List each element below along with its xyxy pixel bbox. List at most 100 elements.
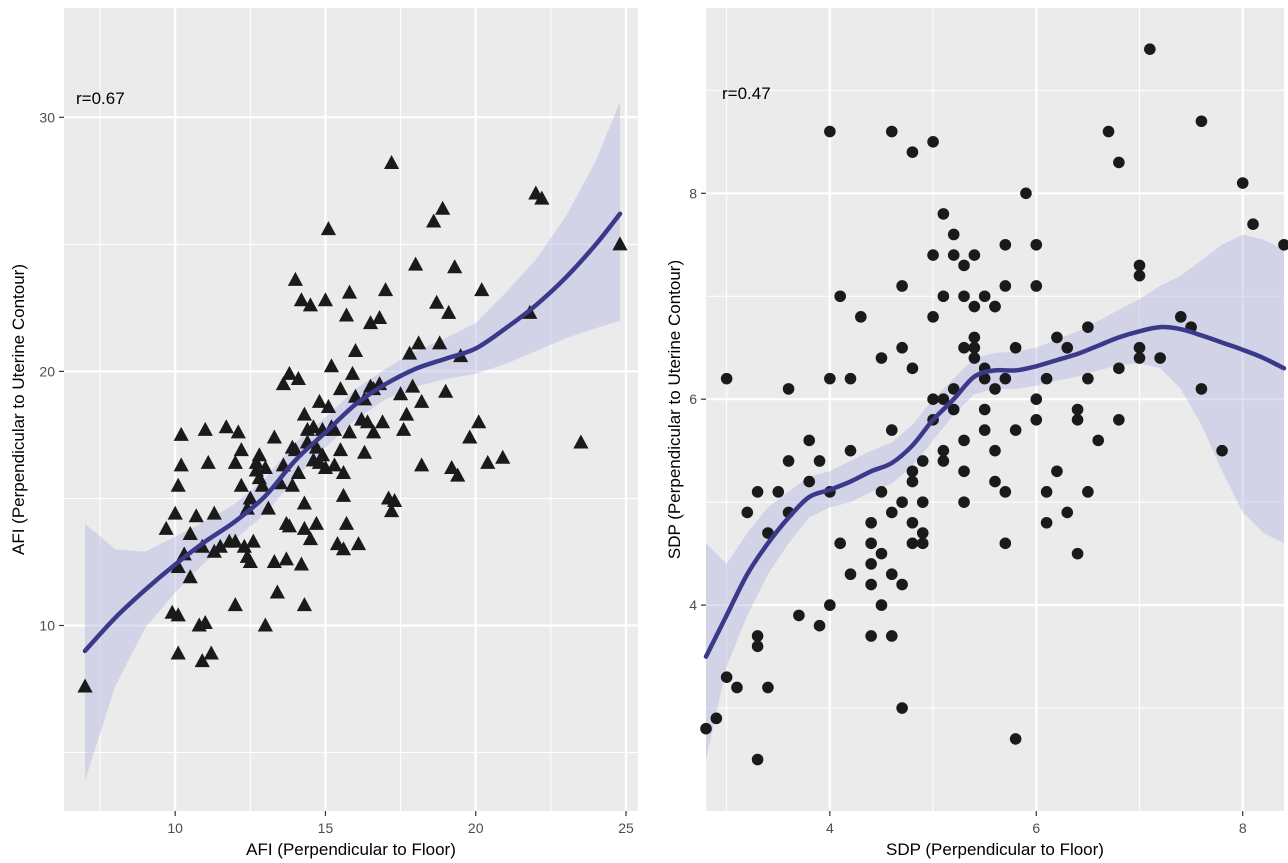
data-point <box>720 671 733 683</box>
y-tick-label: 4 <box>689 597 697 613</box>
data-point <box>896 496 908 508</box>
data-point <box>1030 393 1043 406</box>
data-point <box>266 429 282 444</box>
data-point <box>710 712 723 725</box>
data-point <box>173 457 189 472</box>
y-tick-label: 30 <box>39 109 55 125</box>
data-point <box>362 315 379 330</box>
data-point <box>1144 43 1156 55</box>
data-point <box>958 434 970 447</box>
data-point <box>438 383 454 398</box>
data-point <box>278 551 294 566</box>
smooth-fit-line <box>82 211 623 654</box>
data-point <box>978 372 991 385</box>
data-point <box>916 537 929 550</box>
data-point <box>402 345 418 360</box>
correlation-annotation: r=0.67 <box>76 89 125 108</box>
data-point <box>896 578 908 591</box>
data-point <box>245 533 261 548</box>
data-point <box>293 556 310 571</box>
data-point <box>958 496 970 508</box>
data-point <box>1247 218 1259 230</box>
data-point <box>875 486 888 498</box>
data-point <box>188 508 204 523</box>
data-point <box>916 527 929 539</box>
data-point <box>1278 238 1288 251</box>
data-point <box>906 516 919 529</box>
data-point <box>896 280 908 292</box>
data-point <box>896 702 908 714</box>
data-point <box>462 429 478 444</box>
data-point <box>1009 424 1022 436</box>
data-point <box>293 292 310 307</box>
data-point <box>875 547 888 560</box>
data-point <box>896 341 908 354</box>
data-point <box>432 335 448 350</box>
data-point <box>978 403 991 416</box>
gridlines <box>64 8 638 811</box>
data-point <box>383 155 400 170</box>
data-point <box>281 365 297 380</box>
data-point <box>450 467 466 482</box>
data-point <box>284 477 300 492</box>
data-point <box>386 492 403 507</box>
data-point <box>875 352 888 364</box>
data-point <box>968 341 981 354</box>
data-point <box>441 304 457 319</box>
data-point <box>1154 352 1166 364</box>
data-point <box>167 505 183 520</box>
data-point <box>182 526 198 541</box>
x-tick-label: 10 <box>167 820 183 836</box>
data-point <box>534 190 550 205</box>
data-point <box>1009 341 1022 354</box>
x-tick-label: 6 <box>1032 820 1040 836</box>
data-point <box>937 455 950 467</box>
x-tick-label: 4 <box>826 820 834 836</box>
data-point <box>989 444 1001 457</box>
data-point <box>302 297 319 312</box>
x-axis-title: AFI (Perpendicular to Floor) <box>246 840 456 859</box>
data-point <box>937 444 950 457</box>
data-point <box>266 553 282 568</box>
confidence-band <box>706 234 1284 760</box>
data-point <box>326 457 343 472</box>
data-point <box>1195 115 1208 128</box>
data-point <box>741 506 754 519</box>
data-point <box>383 503 400 518</box>
data-point <box>906 146 919 158</box>
data-point <box>332 381 349 396</box>
data-point <box>290 465 307 480</box>
data-point <box>377 282 394 297</box>
data-point <box>248 454 264 469</box>
data-point <box>937 393 950 406</box>
data-point <box>751 486 764 498</box>
data-point <box>197 421 213 436</box>
data-point <box>371 310 388 325</box>
data-point <box>287 442 304 457</box>
data-point <box>824 599 836 611</box>
data-point <box>999 537 1012 550</box>
data-point <box>906 537 919 550</box>
data-point <box>392 386 409 401</box>
data-point <box>1174 311 1187 323</box>
data-point <box>1113 413 1125 426</box>
data-point <box>875 599 888 611</box>
data-point <box>296 597 313 612</box>
data-point <box>1133 269 1146 282</box>
correlation-annotation: r=0.47 <box>722 84 771 103</box>
data-point <box>356 444 373 459</box>
data-point <box>999 280 1012 292</box>
data-point <box>341 424 358 439</box>
data-point <box>347 343 364 358</box>
data-point <box>1133 341 1146 354</box>
data-point <box>254 477 270 492</box>
data-point <box>341 284 358 299</box>
data-point <box>323 358 340 373</box>
y-tick-label: 10 <box>39 617 55 633</box>
x-tick-label: 8 <box>1239 820 1247 836</box>
data-point <box>968 300 981 313</box>
data-point <box>182 569 198 584</box>
data-point <box>1030 413 1043 426</box>
x-tick-label: 15 <box>318 820 334 836</box>
